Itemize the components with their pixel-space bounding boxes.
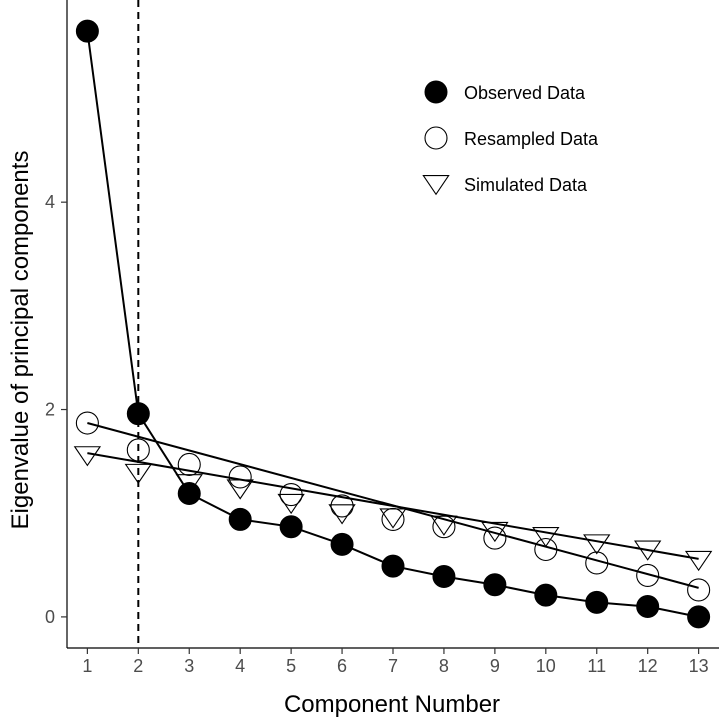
x-tick-label: 7 [388,656,398,676]
legend-marker-resampled-data [424,126,448,150]
simulated-data-point [277,493,305,515]
observed-data-point [228,507,252,531]
resampled-data-point [687,578,711,602]
y-tick-label: 4 [45,192,55,212]
simulated-data-point [684,550,713,572]
x-tick-label: 11 [587,656,606,676]
simulated-data-point [481,521,509,543]
resampled-data-point [534,537,558,562]
x-tick-label: 9 [490,656,500,676]
legend-marker-simulated-data [422,175,450,196]
observed-data-point [381,554,405,578]
resampled-data-point [75,411,99,435]
resampled-data-point [330,494,354,518]
legend-label-simulated-data: Simulated Data [464,175,588,195]
simulated-data-point [175,474,203,495]
resampled-data-point [585,551,609,575]
simulated-data-point [634,540,662,561]
x-axis-title: Component Number [284,691,500,718]
simulated-data-point [73,446,102,467]
resampled-data-point [483,526,507,550]
observed-data-point [75,19,99,43]
observed-data-point [432,564,456,588]
observed-data-point [534,583,558,607]
y-axis-title: Eigenvalue of principal components [7,151,34,530]
simulated-data-point [532,527,560,548]
x-tick-label: 2 [133,656,143,676]
simulated-data-point [430,515,458,536]
y-tick-label: 0 [45,607,55,627]
simulated-data-fit-line [87,452,699,560]
observed-data-point [126,402,150,426]
x-tick-label: 3 [184,656,194,676]
observed-data-point [636,595,660,619]
resampled-data-point [228,465,252,489]
simulated-data-point [583,534,611,555]
observed-data-point [279,515,303,539]
simulated-data-point [124,463,152,485]
x-tick-label: 5 [286,656,296,676]
simulated-data-point [328,504,356,525]
observed-data-point [585,590,609,614]
points-layer [73,19,713,629]
x-tick-label: 12 [638,656,658,676]
simulated-data-point [379,508,407,529]
resampled-data-point [126,438,150,462]
y-tick-label: 2 [45,400,55,420]
resampled-data-point [177,452,201,477]
legend: Observed Data Resampled Data Simulated Dat… [422,80,599,196]
simulated-data-point [226,479,254,500]
observed-data-point [330,532,354,556]
legend-marker-observed-data [424,80,448,104]
resampled-data-point [636,563,660,587]
legend-label-observed-data: Observed Data [464,83,586,103]
observed-data-point [483,573,507,597]
observed-data-point [687,605,711,629]
x-tick-label: 10 [536,656,556,676]
x-tick-label: 1 [82,656,92,676]
legend-label-resampled-data: Resampled Data [464,129,599,149]
x-tick-label: 13 [689,656,709,676]
x-tick-label: 6 [337,656,347,676]
x-tick-label: 8 [439,656,449,676]
x-tick-label: 4 [235,656,245,676]
